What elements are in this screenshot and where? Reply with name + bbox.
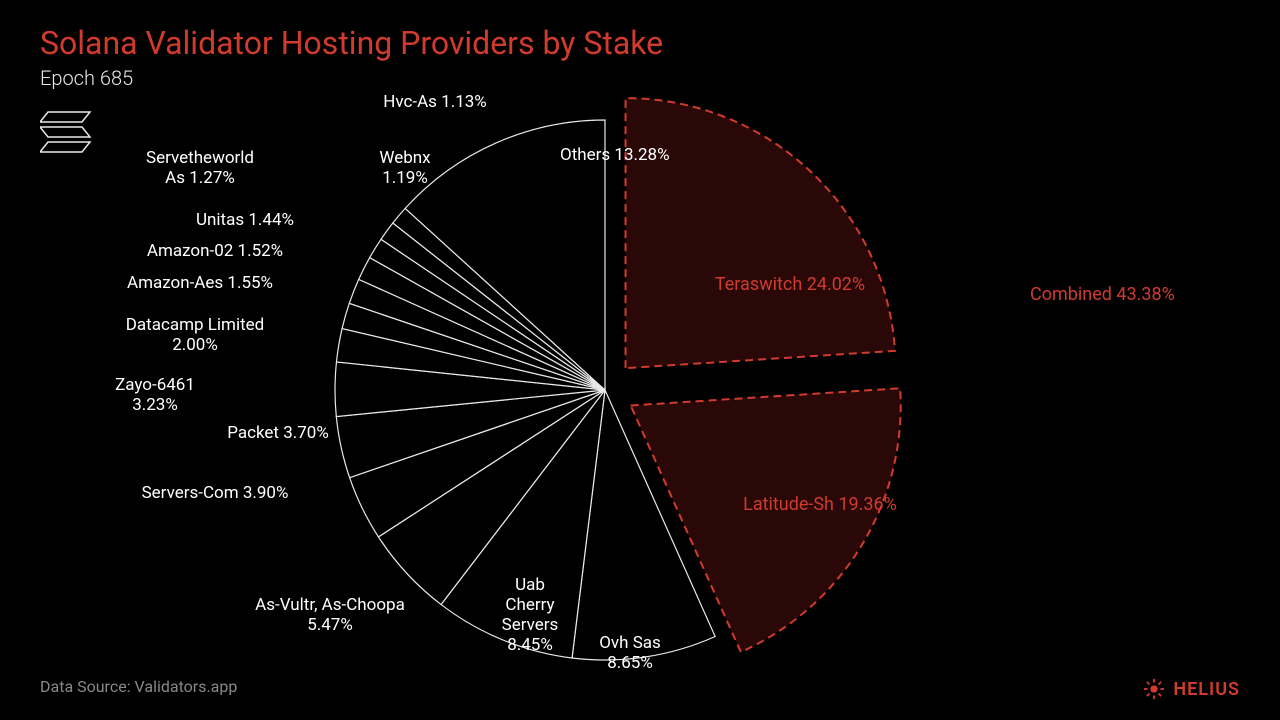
- slice-label: Amazon-02 1.52%: [147, 241, 283, 261]
- helius-logo-icon: [1143, 678, 1165, 700]
- helius-brand: HELIUS: [1143, 678, 1240, 700]
- slice-label: Servers-Com 3.90%: [142, 483, 289, 503]
- data-source-label: Data Source: Validators.app: [40, 677, 237, 696]
- slice-label: ServetheworldAs 1.27%: [146, 148, 254, 188]
- brand-text: HELIUS: [1173, 679, 1240, 700]
- slice-label: Webnx1.19%: [379, 148, 431, 188]
- slice-label: Ovh Sas8.65%: [599, 633, 661, 673]
- pie-chart: Teraswitch 24.02% Latitude-Sh 19.36% Ovh S…: [0, 0, 1280, 720]
- slice-label: Amazon-Aes 1.55%: [127, 273, 273, 293]
- slice-label: Others 13.28%: [560, 145, 670, 165]
- pie-slice-teraswitch: [626, 98, 895, 368]
- combined-label: Combined 43.38%: [1030, 284, 1175, 305]
- slice-label: Zayo-64613.23%: [115, 375, 195, 415]
- slice-label: Unitas 1.44%: [196, 210, 294, 230]
- slice-label: Datacamp Limited2.00%: [126, 315, 265, 355]
- slice-label: Teraswitch 24.02%: [715, 274, 865, 295]
- slice-label: Latitude-Sh 19.36%: [743, 494, 897, 515]
- slice-label: As-Vultr, As-Choopa5.47%: [255, 595, 405, 635]
- slice-label: Hvc-As 1.13%: [383, 92, 487, 112]
- slice-label: Packet 3.70%: [227, 423, 329, 443]
